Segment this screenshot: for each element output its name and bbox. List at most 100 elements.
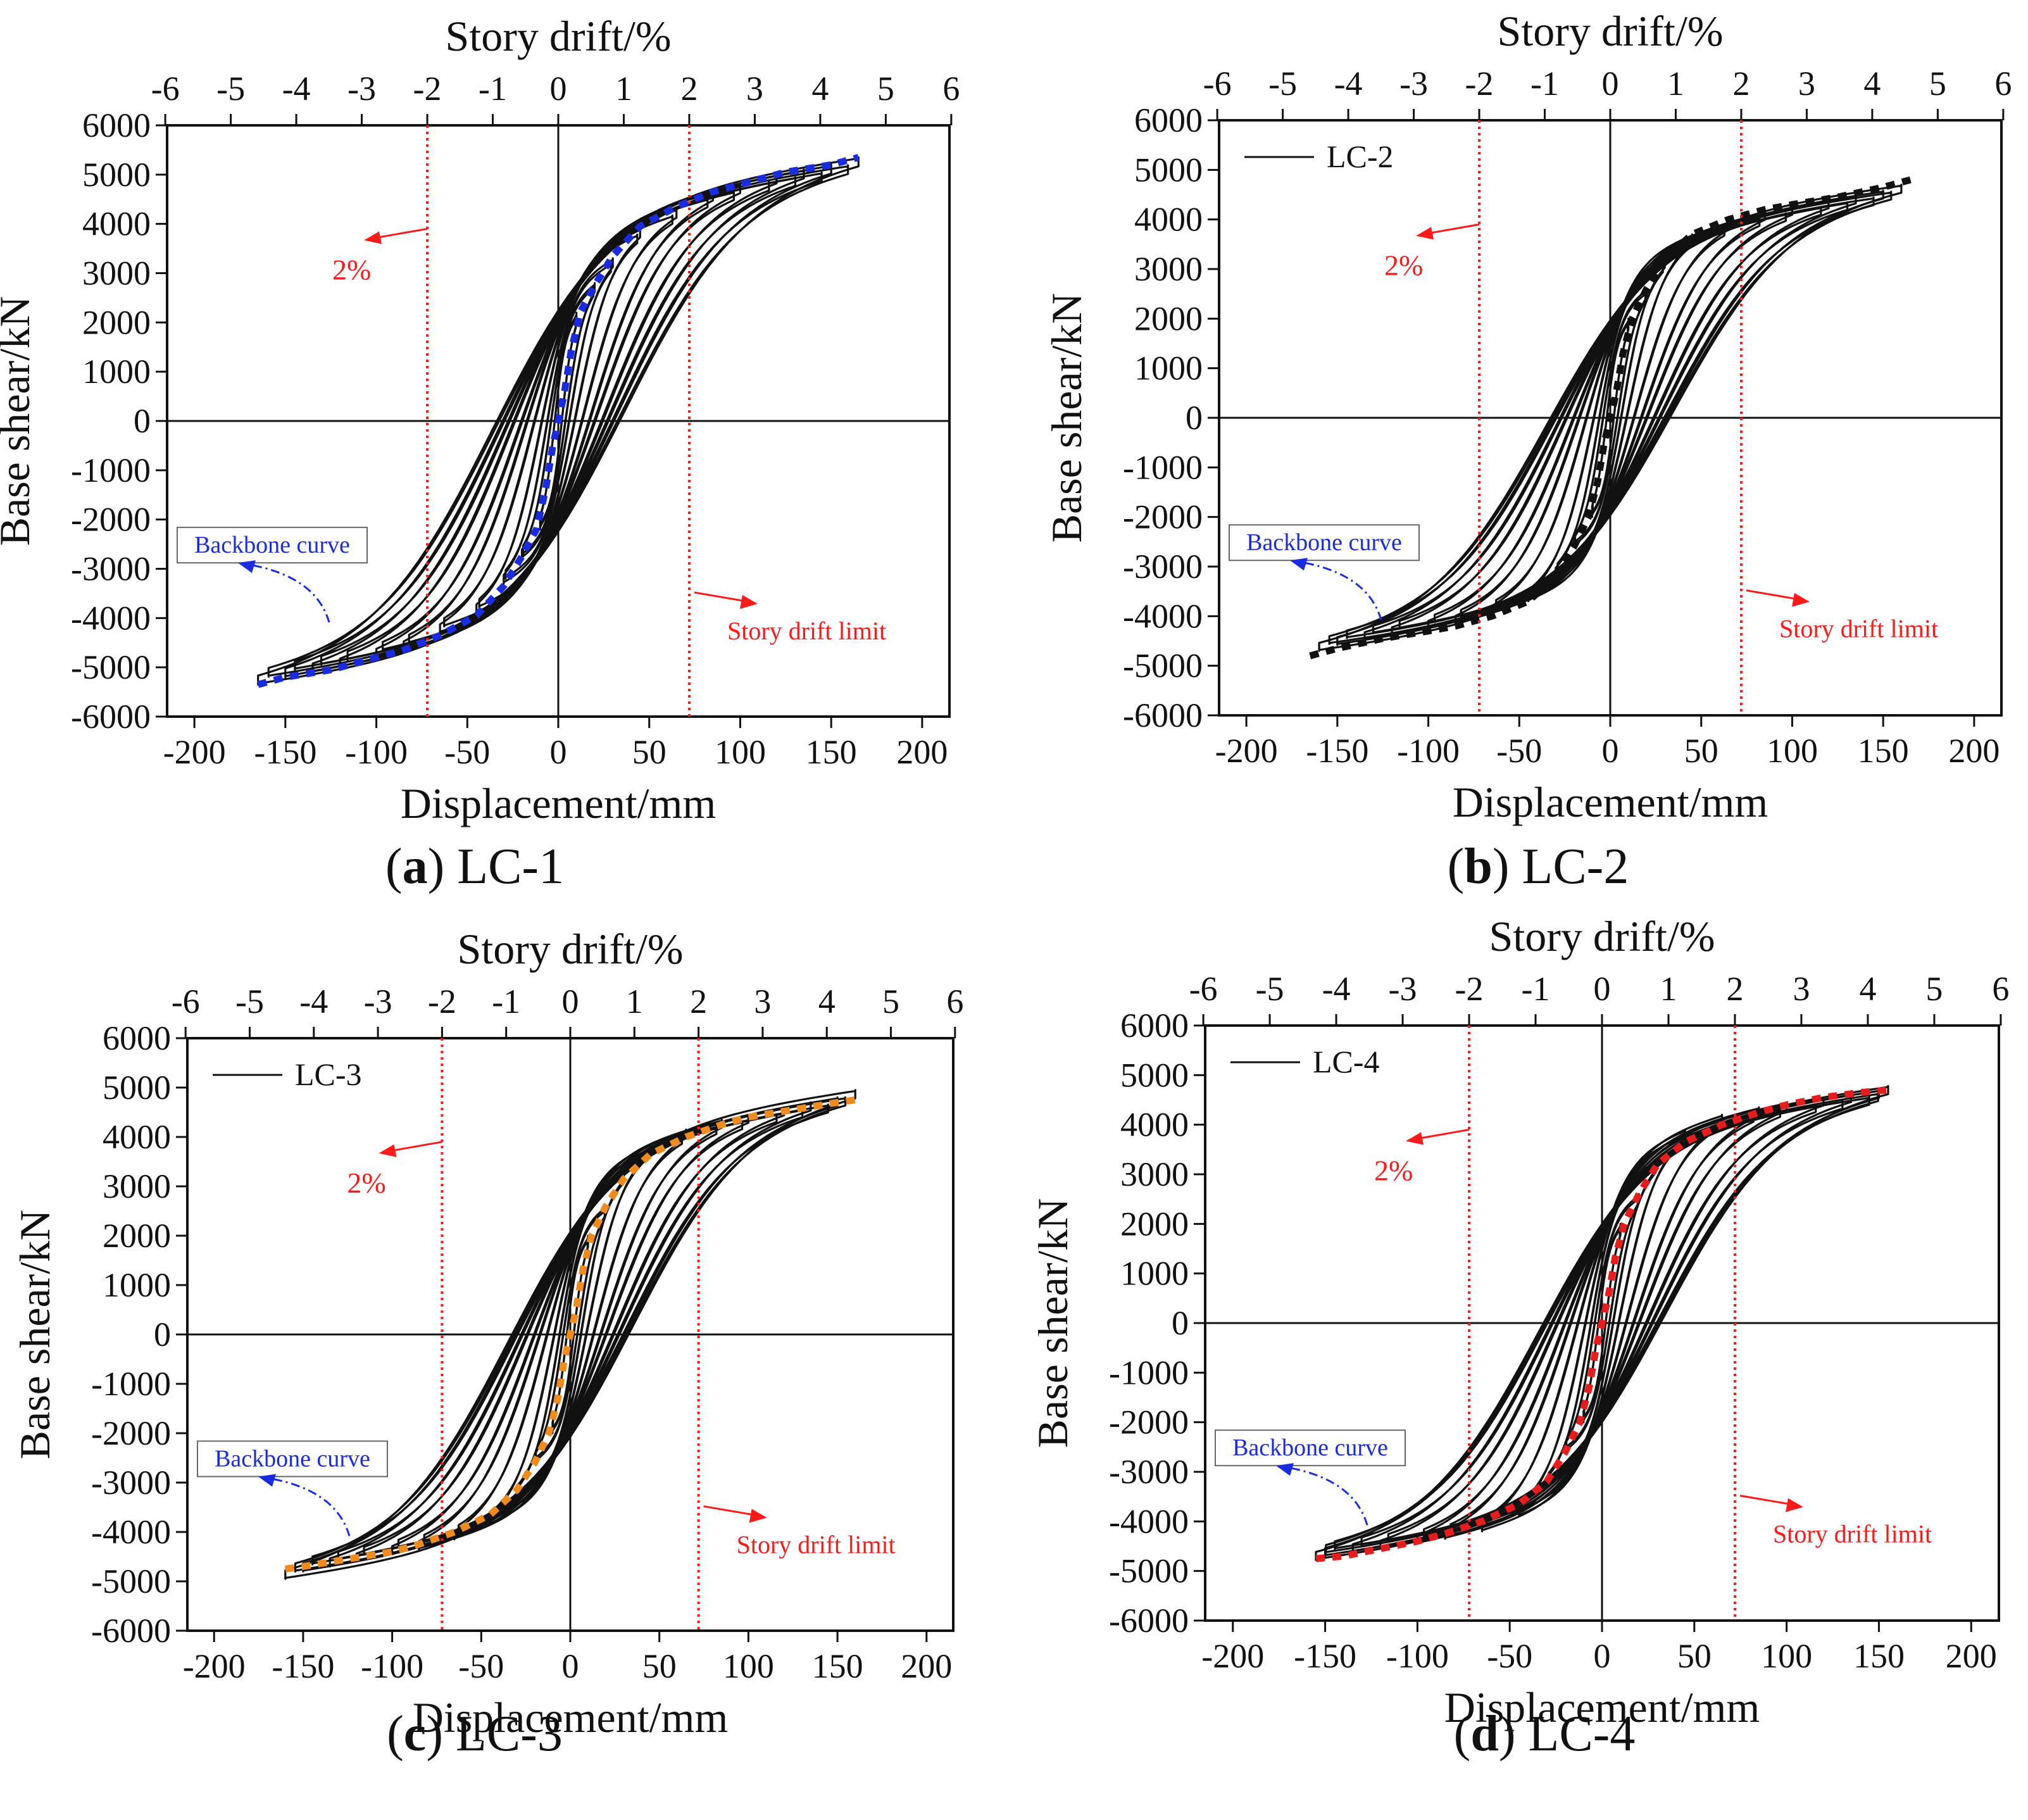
x-tick-label: -200: [163, 733, 226, 771]
arrow-drift-limit: [1746, 591, 1798, 599]
y-tick-label: 3000: [103, 1167, 171, 1205]
x2-tick-label: -6: [1203, 65, 1232, 103]
x-tick-label: 50: [1684, 732, 1718, 770]
y-tick-label: -4000: [91, 1513, 171, 1551]
legend-label: LC-3: [295, 1057, 362, 1092]
x-tick-label: -50: [1496, 732, 1542, 770]
arrowhead-drift-limit: [749, 1509, 767, 1522]
y-tick-label: 6000: [103, 1019, 171, 1057]
label-story-drift-limit: Story drift limit: [737, 1530, 896, 1559]
panel-c: -200 -150 -100 -50 0 50 100 150 200 -6000 -5000 -40…: [0, 905, 987, 1817]
y-tick-label: 1000: [1134, 349, 1203, 387]
x2-tick-label: -3: [347, 70, 376, 108]
x2-tick-label: 4: [811, 70, 829, 108]
y-tick-label: -1000: [1123, 448, 1203, 486]
x2-tick-label: 2: [690, 982, 707, 1020]
x2-tick-label: 1: [615, 70, 632, 108]
x-tick-label: -50: [458, 1647, 504, 1685]
y-tick-label: 5000: [1134, 151, 1203, 189]
chart-d: -200 -150 -100 -50 0 50 100 150 200-6000-5000-40…: [1038, 905, 2025, 1817]
x2-tick-label: -4: [299, 982, 328, 1020]
y-axis-title: Base shear/kN: [11, 1210, 59, 1460]
caption-paren-open: (: [387, 1706, 404, 1762]
panel-caption: (d) LC-4: [1454, 1706, 1636, 1762]
legend-label: LC-4: [1313, 1044, 1380, 1079]
y-tick-label: 0: [1186, 399, 1203, 437]
y-tick-label: -4000: [71, 599, 151, 637]
x2-tick-label: -6: [151, 70, 180, 108]
chart-b: -200 -150 -100 -50 0 50 100 150 200-6000-5000-40…: [1038, 0, 2025, 905]
y-tick-label: -1000: [71, 451, 151, 489]
x2-tick-label: -4: [1334, 65, 1363, 103]
x2-axis-title: Story drift/%: [1498, 7, 1724, 55]
x2-tick-label: 5: [1929, 65, 1946, 103]
label-story-drift-limit: Story drift limit: [1779, 615, 1938, 643]
x-tick-label: 150: [1853, 1637, 1905, 1675]
x2-tick-label: -1: [479, 70, 507, 108]
x2-tick-label: 5: [1925, 970, 1943, 1008]
y-tick-label: 2000: [103, 1217, 171, 1255]
caption-paren-close: ): [1493, 839, 1522, 894]
y-tick-label: -4000: [1109, 1502, 1189, 1540]
backbone-callout-leader: [273, 1479, 349, 1536]
x-tick-label: 200: [1948, 732, 2000, 770]
x2-tick-label: -6: [1189, 970, 1218, 1008]
arrowhead-drift-limit: [1792, 593, 1810, 607]
panel-a: -200 -150 -100 -50 0 50 100 150 200 -6000 -5000 -40…: [0, 0, 987, 905]
x-tick-label: -150: [1306, 732, 1368, 770]
caption-letter: b: [1464, 839, 1493, 894]
caption-paren-close: ): [428, 839, 458, 894]
x2-tick-label: 1: [626, 982, 643, 1020]
x-tick-label: 50: [642, 1647, 677, 1685]
x-tick-label: 0: [550, 733, 567, 771]
y-tick-label: 0: [1172, 1304, 1189, 1342]
x-tick-label: -50: [1487, 1637, 1532, 1675]
x2-tick-label: -6: [172, 982, 200, 1020]
y-tick-label: -2000: [1123, 498, 1203, 536]
y-tick-label: 6000: [1120, 1007, 1189, 1045]
y-tick-label: -5000: [91, 1562, 171, 1600]
x-tick-label: -100: [1386, 1637, 1449, 1675]
arrow-2pct: [377, 229, 427, 237]
x2-tick-label: 0: [1602, 65, 1619, 103]
y-tick-label: -3000: [1109, 1453, 1189, 1491]
x2-tick-label: -1: [1530, 65, 1559, 103]
y-axis-title: Base shear/kN: [1038, 1198, 1077, 1448]
y-tick-label: 3000: [1134, 250, 1203, 288]
x-tick-label: 150: [1858, 732, 1909, 770]
x2-tick-label: -2: [1465, 65, 1494, 103]
y-tick-label: -5000: [1123, 647, 1203, 685]
x-tick-label: -50: [444, 733, 490, 771]
y-tick-label: -6000: [1123, 696, 1203, 734]
label-2pct: 2%: [332, 253, 371, 286]
caption-letter: a: [403, 839, 428, 894]
x2-tick-label: 3: [1793, 970, 1810, 1008]
x2-tick-label: -3: [1399, 65, 1428, 103]
y-tick-label: -5000: [1109, 1552, 1189, 1590]
x2-tick-label: -1: [492, 982, 520, 1020]
arrow-2pct: [1418, 1130, 1469, 1139]
y-tick-label: -3000: [1123, 548, 1203, 586]
panel-caption: (b) LC-2: [1448, 839, 1629, 894]
arrowhead-2pct: [379, 1145, 396, 1157]
x2-axis-title: Story drift/%: [446, 12, 672, 60]
panel-caption: (c) LC-3: [387, 1706, 563, 1762]
y-tick-label: 4000: [103, 1118, 171, 1156]
y-tick-label: 3000: [1120, 1155, 1189, 1193]
x2-tick-label: 1: [1667, 65, 1684, 103]
arrowhead-2pct: [1406, 1133, 1424, 1145]
legend-label: LC-2: [1327, 139, 1394, 174]
label-2pct: 2%: [1374, 1155, 1413, 1187]
x2-axis-title: Story drift/%: [458, 925, 684, 973]
y-tick-label: -1000: [91, 1365, 171, 1403]
y-tick-label: -2000: [71, 501, 151, 539]
x-tick-label: -150: [272, 1647, 334, 1685]
x2-tick-label: -2: [1455, 970, 1484, 1008]
x2-tick-label: 0: [562, 982, 579, 1020]
x2-tick-label: 3: [1798, 65, 1815, 103]
backbone-callout-label: Backbone curve: [1232, 1434, 1388, 1461]
caption-paren-close: ): [426, 1706, 456, 1762]
y-tick-label: 2000: [1134, 299, 1203, 337]
x2-tick-label: -3: [1389, 970, 1417, 1008]
x-tick-label: -100: [361, 1647, 423, 1685]
